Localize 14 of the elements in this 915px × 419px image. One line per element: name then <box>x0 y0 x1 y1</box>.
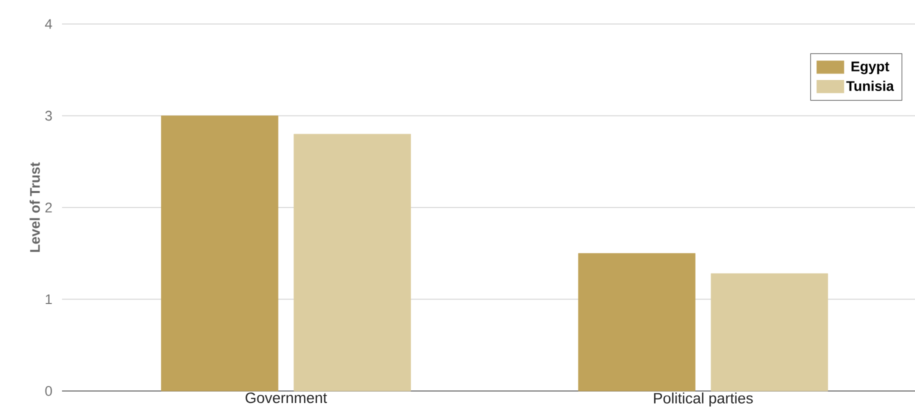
bar <box>294 134 411 392</box>
bar <box>710 273 828 392</box>
x-tick-label: Political parties <box>654 392 753 406</box>
bar <box>161 116 278 392</box>
y-tick-label: 1 <box>46 294 52 304</box>
x-tick-label: Government <box>246 392 327 404</box>
y-tick-label: 4 <box>45 19 52 29</box>
legend-label: Egypt <box>852 62 890 74</box>
y-tick-label: 3 <box>45 110 52 121</box>
y-tick-label: 2 <box>45 202 52 212</box>
y-axis-title: Level of Trust <box>30 162 40 252</box>
bar <box>578 253 696 392</box>
y-tick-label: 0 <box>45 386 52 396</box>
legend-label: Tunisia <box>846 80 894 91</box>
